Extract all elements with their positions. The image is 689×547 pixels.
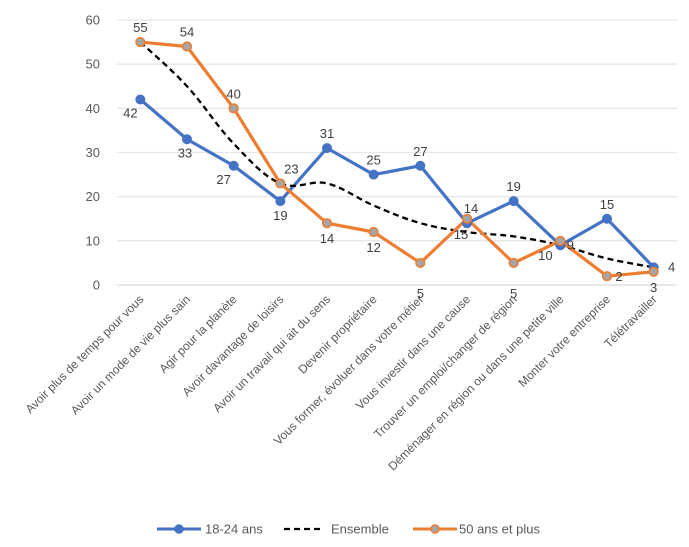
marker-50-ans-et-plus: [228, 103, 239, 114]
data-label-50-ans-et-plus: 5: [510, 286, 517, 301]
data-label-18-24-ans: 14: [464, 201, 478, 216]
marker-50-ans-et-plus: [415, 257, 426, 269]
data-label-18-24-ans: 33: [178, 145, 192, 160]
marker-18-24-ans: [322, 143, 332, 154]
data-label-18-24-ans: 25: [366, 153, 380, 168]
legend-marker-18-24-ans: [174, 524, 184, 534]
data-label-18-24-ans: 31: [320, 126, 334, 141]
series-line-50-ans-et-plus: [140, 40, 654, 278]
marker-18-24-ans: [228, 160, 239, 171]
y-tick-label: 10: [86, 233, 100, 248]
data-label-18-24-ans: 27: [216, 172, 230, 187]
marker-50-ans-et-plus: [321, 218, 333, 229]
y-tick-label: 40: [86, 101, 100, 116]
marker-50-ans-et-plus: [648, 266, 659, 277]
data-label-18-24-ans: 9: [567, 237, 574, 252]
series-line-18-24-ans: [139, 98, 655, 269]
marker-50-ans-et-plus: [135, 36, 146, 48]
data-label-18-24-ans: 27: [413, 144, 427, 159]
y-tick-label: 0: [93, 278, 100, 293]
marker-18-24-ans: [368, 169, 379, 180]
legend-label-ensemble: Ensemble: [331, 522, 389, 537]
data-label-50-ans-et-plus: 3: [650, 280, 657, 295]
marker-50-ans-et-plus: [555, 235, 566, 246]
gridlines: [117, 19, 677, 286]
x-category-label: Agir pour la planète: [156, 292, 240, 376]
data-label-50-ans-et-plus: 23: [284, 161, 298, 176]
marker-18-24-ans: [135, 94, 146, 105]
y-tick-label: 60: [86, 13, 100, 28]
marker-18-24-ans: [415, 160, 426, 171]
x-category-label: Monter votre entreprise: [515, 292, 613, 390]
marker-50-ans-et-plus: [275, 178, 286, 189]
marker-18-24-ans: [275, 196, 286, 207]
x-category-label: Déménager en région ou dans une petite v…: [385, 292, 566, 473]
data-label-18-24-ans: 19: [506, 179, 520, 194]
marker-50-ans-et-plus: [601, 271, 613, 282]
marker-50-ans-et-plus: [508, 257, 519, 269]
data-label-50-ans-et-plus: 5: [417, 286, 424, 301]
legend-label-18-24-ans: 18-24 ans: [205, 522, 263, 537]
y-tick-label: 50: [86, 57, 100, 72]
data-label-18-24-ans: 4: [668, 259, 675, 274]
data-label-50-ans-et-plus: 55: [133, 20, 147, 35]
marker-18-24-ans: [182, 134, 192, 145]
data-label-50-ans-et-plus: 14: [320, 231, 334, 246]
data-label-50-ans-et-plus: 15: [454, 227, 468, 242]
x-category-label: Devenir propriétaire: [295, 292, 380, 377]
marker-50-ans-et-plus: [181, 41, 193, 52]
y-tick-label: 20: [86, 189, 100, 204]
data-label-18-24-ans: 19: [273, 208, 287, 223]
legend: 18-24 ans Ensemble 50 ans et plus: [157, 522, 540, 537]
marker-18-24-ans: [508, 196, 519, 207]
legend-marker-50-ans-et-plus: [430, 524, 440, 534]
legend-label-50-ans-et-plus: 50 ans et plus: [459, 522, 540, 537]
data-label-50-ans-et-plus: 54: [180, 25, 194, 40]
marker-18-24-ans: [602, 213, 612, 224]
marker-50-ans-et-plus: [368, 226, 379, 238]
data-label-50-ans-et-plus: 10: [538, 248, 552, 263]
data-label-18-24-ans: 15: [600, 197, 614, 212]
data-label-50-ans-et-plus: 12: [366, 240, 380, 255]
data-label-50-ans-et-plus: 2: [615, 269, 622, 284]
y-tick-label: 30: [86, 145, 100, 160]
y-axis-ticks: 0 10 20 30 40 50 60: [86, 13, 100, 293]
data-label-18-24-ans: 42: [123, 106, 137, 121]
series-markers: [135, 36, 659, 282]
marker-50-ans-et-plus: [461, 213, 473, 224]
data-label-50-ans-et-plus: 40: [226, 86, 240, 101]
